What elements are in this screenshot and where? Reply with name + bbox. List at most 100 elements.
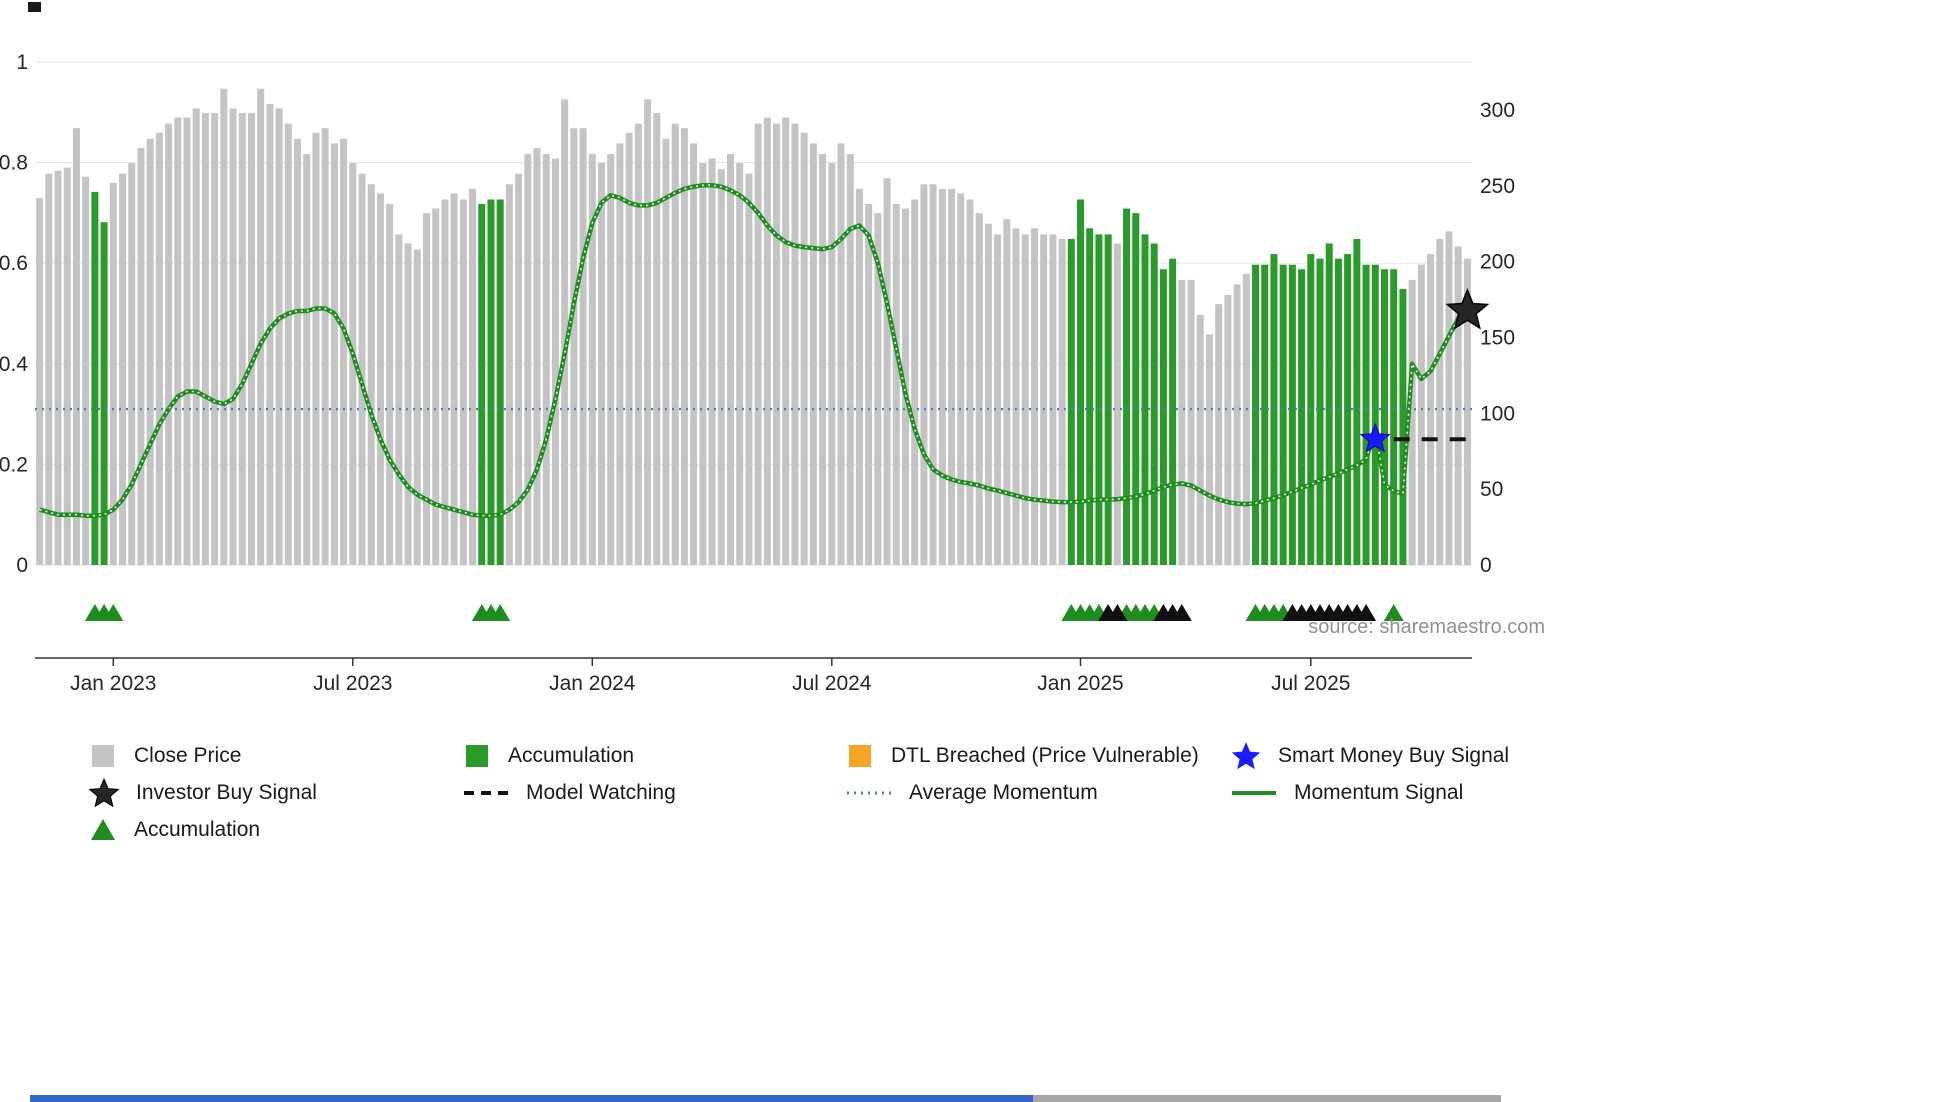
accumulation-bar: [1270, 254, 1278, 566]
close-price-bar: [975, 213, 983, 565]
close-price-bar: [211, 113, 219, 566]
legend-label: Accumulation: [508, 744, 635, 767]
close-price-bar: [782, 117, 790, 565]
close-price-bar: [883, 178, 891, 565]
close-price-bar: [579, 128, 587, 565]
bottom-progress-bar[interactable]: [0, 1095, 1960, 1102]
close-price-bar: [1454, 246, 1462, 565]
close-price-bar: [855, 188, 863, 565]
close-price-bar: [238, 113, 246, 566]
accumulation-bar: [91, 191, 99, 565]
screen-artifact: [28, 2, 41, 12]
close-price-bar: [459, 199, 467, 565]
close-price-bar: [542, 153, 550, 565]
close-price-bar: [1427, 254, 1435, 566]
close-price-bar: [183, 117, 191, 565]
close-price-bar: [1187, 279, 1195, 565]
close-price-bar: [45, 173, 53, 565]
source-attribution: source: sharemaestro.com: [1308, 616, 1545, 638]
legend-label: Accumulation: [134, 818, 261, 841]
accumulation-bar: [1325, 243, 1333, 565]
close-price-bar: [257, 88, 265, 566]
close-price-bar: [524, 153, 532, 565]
close-price-bar: [128, 163, 136, 566]
accumulation-bar: [1086, 228, 1094, 566]
accumulation-bar: [1288, 264, 1296, 565]
close-price-bar: [690, 143, 698, 565]
left-axis-tick-label: 0.2: [0, 453, 28, 476]
close-price-bar: [920, 184, 928, 566]
close-price-bar: [1233, 284, 1241, 565]
close-price-bar: [561, 99, 569, 565]
accumulation-bar: [1252, 264, 1260, 565]
dtl-breached-swatch-icon: [849, 745, 871, 767]
accumulation-bar: [1298, 269, 1306, 565]
close-price-bar: [1030, 228, 1038, 566]
close-price-bar: [588, 153, 596, 565]
close-price-bar: [266, 103, 274, 565]
legend-item-close-price: Close Price: [88, 741, 462, 771]
close-price-bar: [662, 138, 670, 566]
accumulation-bar: [1380, 269, 1388, 565]
accumulation-marker: [103, 604, 124, 621]
black-star-icon: [88, 778, 120, 808]
accumulation-bar: [496, 199, 504, 565]
legend-item-investor-buy-signal: Investor Buy Signal: [88, 778, 462, 808]
close-price-bar: [441, 199, 449, 565]
close-price-bar: [625, 132, 633, 565]
close-price-bar: [1205, 334, 1213, 565]
close-price-bar: [1445, 231, 1453, 566]
close-price-bar: [819, 153, 827, 565]
x-axis-tick-label: Jul 2025: [1271, 672, 1350, 695]
close-price-bar: [1049, 234, 1057, 565]
legend-item-model-watching: Model Watching: [462, 778, 845, 808]
progress-buffered[interactable]: [1032, 1095, 1502, 1102]
accumulation-marker: [490, 604, 511, 621]
accumulation-bar: [487, 199, 495, 565]
accumulation-bar: [1261, 264, 1269, 565]
close-price-bar: [828, 163, 836, 566]
right-axis-tick-label: 150: [1480, 327, 1515, 350]
close-price-bar: [1178, 279, 1186, 565]
right-axis-tick-label: 300: [1480, 99, 1515, 122]
accumulation-bar: [1067, 238, 1075, 565]
close-price-bar: [1463, 258, 1471, 565]
legend-item-accumulation-bar: Accumulation: [462, 741, 845, 771]
chart-legend: Close Price Accumulation DTL Breached (P…: [88, 741, 1960, 845]
accumulation-bar: [100, 222, 108, 565]
close-price-bar: [634, 123, 642, 566]
close-price-bar: [966, 199, 974, 565]
close-price-bar: [837, 143, 845, 565]
close-price-bar: [607, 153, 615, 565]
close-price-bar: [653, 113, 661, 566]
close-price-bar: [846, 153, 854, 565]
close-price-bar: [201, 113, 209, 566]
smart-money-buy-signal-star: [1359, 422, 1391, 453]
close-price-bar: [994, 234, 1002, 565]
close-price-bar: [192, 108, 200, 565]
close-price-bar: [275, 108, 283, 565]
close-price-bar: [330, 143, 338, 565]
close-price-bar: [598, 163, 606, 566]
left-axis-tick-label: 0.8: [0, 152, 28, 175]
close-price-bar: [1021, 234, 1029, 565]
progress-played[interactable]: [30, 1095, 1033, 1102]
accumulation-bar: [1362, 264, 1370, 565]
right-axis-tick-label: 250: [1480, 175, 1515, 198]
close-price-bar: [432, 208, 440, 566]
close-price-bar: [395, 234, 403, 565]
close-price-bar: [72, 128, 80, 565]
close-price-bar: [551, 158, 559, 566]
close-price-bar: [717, 169, 725, 565]
close-price-bar: [644, 99, 652, 565]
close-price-bar: [229, 108, 237, 565]
close-price-bar: [247, 113, 255, 566]
close-price-bar: [36, 197, 44, 565]
x-axis-tick-label: Jul 2023: [313, 672, 392, 695]
close-price-bar: [174, 117, 182, 565]
accumulation-swatch-icon: [466, 745, 488, 767]
close-price-bar: [349, 163, 357, 566]
price-momentum-chart: 0 0.2 0.4 0.6 0.8 1 0 50 100 150 200 250 300 Jan 2023…: [0, 51, 1515, 695]
close-price-bar: [570, 128, 578, 565]
close-price-bar: [892, 204, 900, 566]
